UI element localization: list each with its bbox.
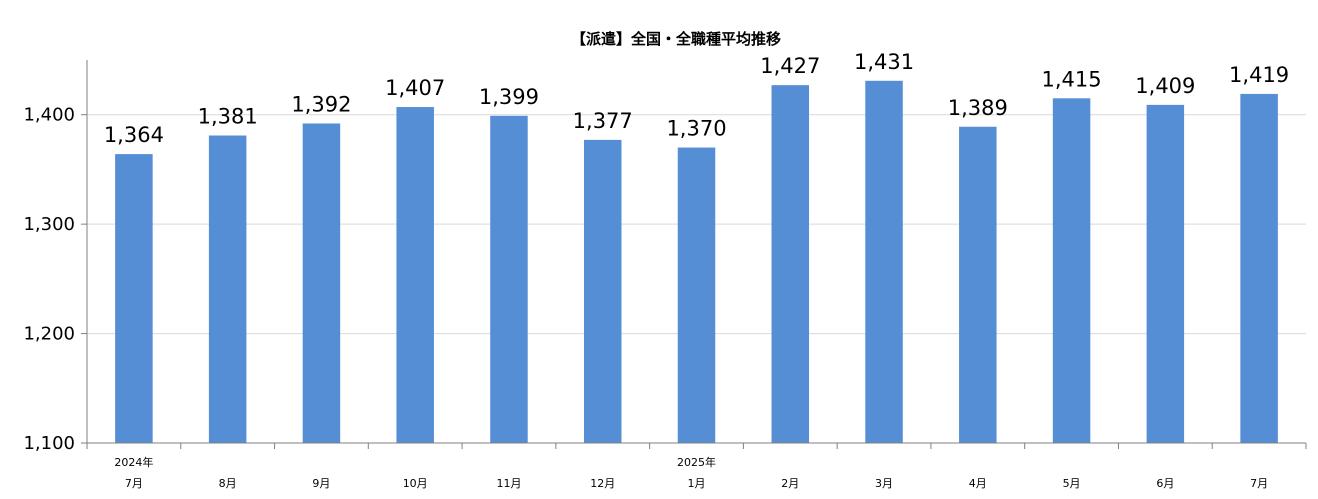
- x-tick-label: 11月: [496, 477, 521, 490]
- data-labels: 1,364 1,381 1,392 1,407 1,399 1,377 1,370 1,427…: [104, 50, 1289, 147]
- bar: [1052, 98, 1091, 444]
- x-tick-label: 7月: [125, 477, 143, 490]
- bar: [490, 115, 528, 444]
- data-label: 1,407: [385, 76, 445, 100]
- y-tick-label: 1,300: [23, 214, 75, 235]
- x-tick-label: 7月: [1250, 477, 1268, 490]
- data-label: 1,392: [291, 92, 351, 116]
- bar: [677, 147, 716, 444]
- data-label: 1,381: [198, 105, 258, 129]
- y-tick-label: 1,400: [23, 105, 75, 126]
- x-tick-label: 4月: [969, 477, 987, 490]
- bar: [959, 126, 997, 443]
- bar: [302, 123, 341, 444]
- data-label: 1,409: [1135, 74, 1195, 98]
- bar: [583, 139, 622, 443]
- x-tick-label: 5月: [1063, 477, 1081, 490]
- bar: [396, 107, 434, 443]
- bar: [208, 135, 247, 443]
- data-label: 1,431: [854, 50, 914, 74]
- bar: [771, 85, 810, 443]
- bar: [1240, 93, 1278, 444]
- data-label: 1,427: [760, 54, 820, 78]
- bar: [115, 154, 153, 443]
- x-tick-label: 10月: [403, 477, 428, 490]
- y-tick-label: 1,100: [23, 433, 75, 454]
- x-tick-label: 1月: [688, 477, 706, 490]
- x-tick-label: 12月: [590, 477, 615, 490]
- data-label: 1,370: [666, 117, 726, 141]
- x-tick-label: 8月: [219, 477, 237, 490]
- bars: [115, 80, 1278, 444]
- x-year-label: 2025年: [677, 455, 716, 469]
- data-label: 1,419: [1229, 63, 1289, 87]
- data-label: 1,415: [1042, 67, 1102, 91]
- bar: [865, 80, 903, 443]
- data-label: 1,389: [948, 96, 1008, 120]
- x-year-label: 2024年: [114, 455, 153, 469]
- y-tick-label: 1,200: [23, 324, 75, 345]
- x-tick-label: 3月: [875, 477, 893, 490]
- data-label: 1,377: [573, 109, 633, 133]
- x-tick-label: 6月: [1156, 477, 1174, 490]
- x-tick-label: 9月: [312, 477, 330, 490]
- data-label: 1,399: [479, 85, 539, 109]
- axes: 1,100 1,200 1,300 1,400 2024年 7月 8月 9月 10月 11月 12月…: [23, 60, 1307, 490]
- x-tick-label: 2月: [781, 477, 799, 490]
- data-label: 1,364: [104, 123, 164, 147]
- chart-title: 【派遣】全国・全職種平均推移: [571, 30, 781, 48]
- bar: [1146, 104, 1185, 443]
